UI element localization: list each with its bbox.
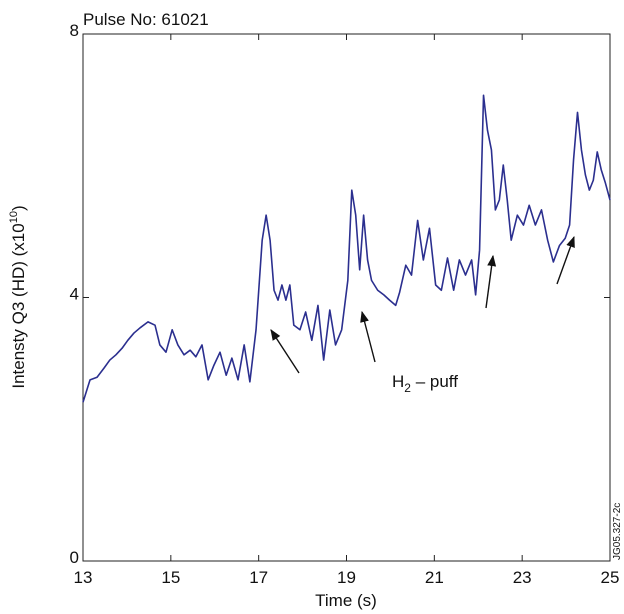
y-axis-label: Intensty Q3 (HD) (x1010) — [8, 205, 28, 388]
figure-id: JG05.327-2c — [612, 503, 623, 560]
x-tick-label: 23 — [513, 568, 532, 587]
arrow — [360, 310, 376, 363]
x-tick-label: 17 — [249, 568, 268, 587]
data-line — [82, 94, 611, 403]
annotation: H2 – puff — [392, 372, 458, 395]
chart-title: Pulse No: 61021 — [83, 10, 209, 29]
arrow — [485, 254, 497, 309]
annotation-rest: – puff — [411, 372, 458, 391]
annotation-text: H — [392, 372, 404, 391]
x-tick-label: 15 — [161, 568, 180, 587]
arrow — [270, 329, 300, 374]
y-axis-label-exponent: 10 — [8, 211, 20, 223]
x-tick-label: 19 — [337, 568, 356, 587]
y-tick-label: 8 — [70, 21, 79, 40]
y-axis-label-text: Intensty Q3 (HD) (x10 — [9, 223, 28, 388]
y-tick-label: 4 — [70, 285, 79, 304]
x-tick-label: 25 — [601, 568, 620, 587]
plot-frame — [82, 33, 611, 562]
x-tick-label: 13 — [74, 568, 93, 587]
arrow — [556, 235, 575, 285]
x-tick-label: 21 — [425, 568, 444, 587]
arrows — [270, 235, 575, 374]
x-axis-label: Time (s) — [315, 591, 377, 610]
y-tick-label: 0 — [70, 548, 79, 567]
y-axis-label-end: ) — [9, 205, 28, 211]
annotation-subscript: 2 — [404, 381, 411, 395]
